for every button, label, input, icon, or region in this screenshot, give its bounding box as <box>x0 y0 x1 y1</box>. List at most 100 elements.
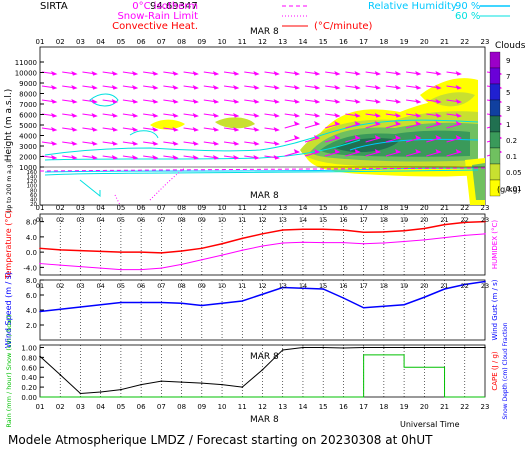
clouds-panel: 1100010000900080007000600050004000300020… <box>4 41 526 213</box>
wind-arrow-head <box>172 99 179 104</box>
legend-label: Snow-Rain Limit <box>117 11 198 22</box>
wind-point <box>261 293 264 296</box>
hour-label: 23 <box>481 204 490 212</box>
temperature-point <box>383 242 385 244</box>
wind-arrow-head <box>111 127 118 132</box>
temperature-point <box>302 241 304 244</box>
wind-arrow-head <box>51 99 58 104</box>
hour-label: 11 <box>238 403 247 411</box>
rain-point <box>342 347 345 349</box>
wind-arrow-head <box>354 113 361 118</box>
temperature-point <box>443 223 446 226</box>
wind-arrow-head <box>132 71 139 76</box>
temperature-point <box>484 220 486 223</box>
rain-ylabel-right: CAPE (J / g) <box>491 351 499 391</box>
wind-arrow-head <box>293 113 301 118</box>
colorbar-swatch <box>489 179 501 197</box>
wind-arrow-head <box>91 113 98 118</box>
temperature-point <box>160 252 163 254</box>
clouds-ytick-low: 100 <box>27 184 38 190</box>
wind-arrow-head <box>212 85 220 90</box>
temperature-point <box>241 237 244 240</box>
bottom-hour-axis: 01 02 03 04 05 06 07 08 09 10 11 12 13 14 15 16 17 18 19 20… <box>36 403 490 411</box>
wind-arrow-head <box>132 99 139 104</box>
wind-arrow-head <box>51 155 58 160</box>
colorbar-unit: (g/kg) <box>497 185 521 194</box>
colorbar-label: 0.2 <box>506 137 517 145</box>
temperature-point <box>403 240 405 243</box>
wind-arrow-head <box>172 155 179 160</box>
wind-arrow-head <box>334 99 341 104</box>
hour-label: 05 <box>116 38 125 46</box>
hour-label: 03 <box>76 204 85 212</box>
legend-label: Convective Heat. <box>112 21 198 32</box>
temperature-point <box>423 239 426 241</box>
clouds-ytick-low: 40 <box>30 197 37 203</box>
clouds-ytick: 3000 <box>19 143 37 151</box>
hour-label: 21 <box>440 204 449 212</box>
wind-ytick: 6.0 <box>26 292 37 300</box>
clouds-ytick: 1000 <box>19 164 37 172</box>
wind-arrow-head <box>212 99 220 104</box>
wind-arrow-head <box>192 99 199 104</box>
panel-hour-label: 11 <box>238 216 246 224</box>
temperature-point <box>342 229 345 231</box>
temperature-point <box>403 229 405 232</box>
hour-label: 11 <box>238 204 247 212</box>
wind-point <box>484 280 486 283</box>
panel-hour-label: 07 <box>157 282 165 290</box>
panel-hour-label: 04 <box>97 216 105 224</box>
wind-arrow-head <box>435 135 442 140</box>
wind-arrow-head <box>212 71 220 76</box>
wind-point <box>342 297 345 299</box>
hour-label: 12 <box>258 38 267 46</box>
clouds-ytick-low: 60 <box>30 193 37 199</box>
wind-point <box>403 303 405 306</box>
clouds-hour-axis: 01 02 03 04 05 06 07 08 09 10 11 12 13 14 15 16 17 18 19 20… <box>36 204 490 212</box>
wind-arrow-head <box>253 141 260 146</box>
temperature-point <box>160 267 163 269</box>
temperature-point <box>140 268 142 271</box>
hour-label: 22 <box>460 204 469 212</box>
wind-arrow-head <box>293 71 301 76</box>
hour-label: 16 <box>339 403 348 411</box>
hour-label: 06 <box>137 38 146 46</box>
temperature-point <box>39 262 41 265</box>
temperature-point <box>261 245 264 247</box>
top-date-label: MAR 8 <box>250 27 279 37</box>
wind-arrow-head <box>395 99 402 104</box>
temperature-ylabel: Temperature (°C) <box>4 210 13 280</box>
hour-label: 10 <box>218 403 227 411</box>
wind-arrow-head <box>395 85 402 90</box>
temperature-point <box>342 241 345 244</box>
temperature-point <box>463 221 466 224</box>
colorbar-label: 7 <box>506 73 510 81</box>
temperature-point <box>201 258 203 261</box>
wind-arrow-head <box>293 85 301 90</box>
wind-arrow-head <box>354 149 361 154</box>
hour-label: 14 <box>298 403 307 411</box>
rain-point <box>180 381 183 383</box>
hour-label: 14 <box>298 204 307 212</box>
wind-arrow-head <box>334 135 341 140</box>
colorbar-swatch <box>489 147 501 165</box>
temperature-point <box>221 254 223 256</box>
hour-label: 22 <box>460 38 469 46</box>
rain-point <box>59 373 62 376</box>
rain-point <box>79 392 82 395</box>
wind-point <box>99 303 102 306</box>
wind-arrow-head <box>152 99 159 104</box>
hour-label: 20 <box>420 204 429 212</box>
wind-arrow-head <box>273 85 280 90</box>
panel-hour-label: 21 <box>440 216 448 224</box>
temperature-ytick: -4.0 <box>23 264 37 272</box>
wind-point <box>322 288 324 290</box>
wind-arrow-head <box>415 99 422 104</box>
wind-arrow-head <box>415 85 422 90</box>
panel-hour-label: 15 <box>319 282 327 290</box>
snow-rain-limit-line <box>149 167 186 201</box>
wind-point <box>39 310 41 313</box>
coord-label: 94.69347 <box>150 1 198 12</box>
wind-arrow-head <box>71 155 78 160</box>
